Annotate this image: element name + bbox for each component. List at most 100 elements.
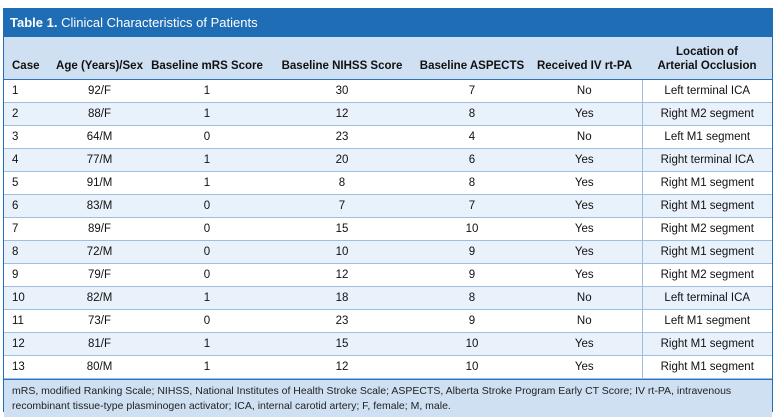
table-row: 6 83/M 0 7 7 Yes Right M1 segment [4, 194, 772, 218]
cell-iv-rtpa: Yes [527, 194, 642, 218]
cell-age-sex: 80/M [52, 355, 147, 379]
cell-iv-rtpa: No [527, 125, 642, 149]
cell-mrs: 1 [147, 148, 267, 172]
cell-nihss: 30 [267, 79, 417, 103]
cell-location: Right M1 segment [641, 240, 772, 264]
cell-nihss: 20 [267, 148, 417, 172]
table-body: 1 92/F 1 30 7 No Left terminal ICA 2 88/F 1 12 8 Yes… [4, 79, 772, 379]
cell-location: Right terminal ICA [641, 148, 772, 172]
cell-case: 5 [4, 171, 52, 195]
table-row: 11 73/F 0 23 9 No Left M1 segment [4, 309, 772, 333]
cell-nihss: 23 [267, 125, 417, 149]
cell-case: 1 [4, 79, 52, 103]
table-footnote: mRS, modified Ranking Scale; NIHSS, Nati… [4, 378, 772, 417]
cell-nihss: 8 [267, 171, 417, 195]
cell-iv-rtpa: Yes [527, 148, 642, 172]
cell-iv-rtpa: Yes [527, 240, 642, 264]
cell-aspects: 6 [417, 148, 527, 172]
cell-age-sex: 88/F [52, 102, 147, 126]
cell-age-sex: 73/F [52, 309, 147, 333]
cell-iv-rtpa: Yes [527, 217, 642, 241]
cell-case: 11 [4, 309, 52, 333]
table-row: 9 79/F 0 12 9 Yes Right M2 segment [4, 263, 772, 287]
cell-aspects: 8 [417, 286, 527, 310]
cell-nihss: 7 [267, 194, 417, 218]
cell-case: 7 [4, 217, 52, 241]
cell-mrs: 0 [147, 125, 267, 149]
cell-mrs: 1 [147, 355, 267, 379]
cell-nihss: 10 [267, 240, 417, 264]
cell-location: Right M2 segment [641, 263, 772, 287]
header-aspects: Baseline ASPECTS [417, 37, 527, 80]
cell-mrs: 1 [147, 79, 267, 103]
cell-aspects: 9 [417, 263, 527, 287]
cell-case: 9 [4, 263, 52, 287]
cell-mrs: 0 [147, 240, 267, 264]
cell-iv-rtpa: Yes [527, 355, 642, 379]
cell-age-sex: 89/F [52, 217, 147, 241]
cell-iv-rtpa: No [527, 79, 642, 103]
cell-mrs: 0 [147, 194, 267, 218]
cell-nihss: 23 [267, 309, 417, 333]
table-header-row: Case Age (Years)/Sex Baseline mRS Score … [4, 37, 772, 80]
clinical-characteristics-table: Case Age (Years)/Sex Baseline mRS Score … [4, 37, 772, 379]
table-row: 8 72/M 0 10 9 Yes Right M1 segment [4, 240, 772, 264]
cell-location: Right M2 segment [641, 102, 772, 126]
cell-age-sex: 81/F [52, 332, 147, 356]
cell-aspects: 7 [417, 79, 527, 103]
table-row: 5 91/M 1 8 8 Yes Right M1 segment [4, 171, 772, 195]
table-title-bar: Table 1. Clinical Characteristics of Pat… [4, 9, 772, 37]
header-case: Case [4, 37, 52, 80]
cell-case: 3 [4, 125, 52, 149]
table-row: 2 88/F 1 12 8 Yes Right M2 segment [4, 102, 772, 126]
cell-location: Right M2 segment [641, 217, 772, 241]
table-row: 13 80/M 1 12 10 Yes Right M1 segment [4, 355, 772, 379]
cell-aspects: 10 [417, 332, 527, 356]
cell-iv-rtpa: Yes [527, 102, 642, 126]
cell-mrs: 0 [147, 217, 267, 241]
cell-aspects: 9 [417, 309, 527, 333]
header-location: Location of Arterial Occlusion [642, 37, 772, 80]
cell-case: 12 [4, 332, 52, 356]
cell-iv-rtpa: Yes [527, 263, 642, 287]
cell-mrs: 1 [147, 286, 267, 310]
cell-location: Right M1 segment [641, 355, 772, 379]
cell-location: Right M1 segment [641, 171, 772, 195]
cell-iv-rtpa: No [527, 286, 642, 310]
header-age-sex: Age (Years)/Sex [52, 37, 147, 80]
header-location-line1: Location of [676, 45, 738, 58]
table-title: Clinical Characteristics of Patients [61, 15, 258, 30]
cell-mrs: 1 [147, 102, 267, 126]
cell-nihss: 12 [267, 102, 417, 126]
cell-age-sex: 72/M [52, 240, 147, 264]
cell-age-sex: 82/M [52, 286, 147, 310]
cell-location: Left terminal ICA [641, 79, 772, 103]
table-label: Table 1. [10, 15, 58, 30]
cell-iv-rtpa: Yes [527, 171, 642, 195]
cell-nihss: 12 [267, 263, 417, 287]
header-nihss: Baseline NIHSS Score [267, 37, 417, 80]
table-frame: Table 1. Clinical Characteristics of Pat… [3, 8, 773, 417]
cell-age-sex: 92/F [52, 79, 147, 103]
table-row: 3 64/M 0 23 4 No Left M1 segment [4, 125, 772, 149]
header-location-line2: Arterial Occlusion [657, 59, 757, 72]
cell-age-sex: 83/M [52, 194, 147, 218]
cell-nihss: 12 [267, 355, 417, 379]
cell-location: Left terminal ICA [641, 286, 772, 310]
cell-location: Left M1 segment [641, 125, 772, 149]
cell-aspects: 10 [417, 355, 527, 379]
cell-mrs: 1 [147, 332, 267, 356]
cell-aspects: 8 [417, 171, 527, 195]
cell-case: 13 [4, 355, 52, 379]
cell-age-sex: 77/M [52, 148, 147, 172]
cell-age-sex: 91/M [52, 171, 147, 195]
cell-nihss: 15 [267, 332, 417, 356]
cell-case: 2 [4, 102, 52, 126]
cell-mrs: 0 [147, 309, 267, 333]
cell-location: Right M1 segment [641, 332, 772, 356]
cell-nihss: 18 [267, 286, 417, 310]
cell-iv-rtpa: Yes [527, 332, 642, 356]
table-row: 1 92/F 1 30 7 No Left terminal ICA [4, 79, 772, 103]
cell-age-sex: 64/M [52, 125, 147, 149]
cell-case: 4 [4, 148, 52, 172]
